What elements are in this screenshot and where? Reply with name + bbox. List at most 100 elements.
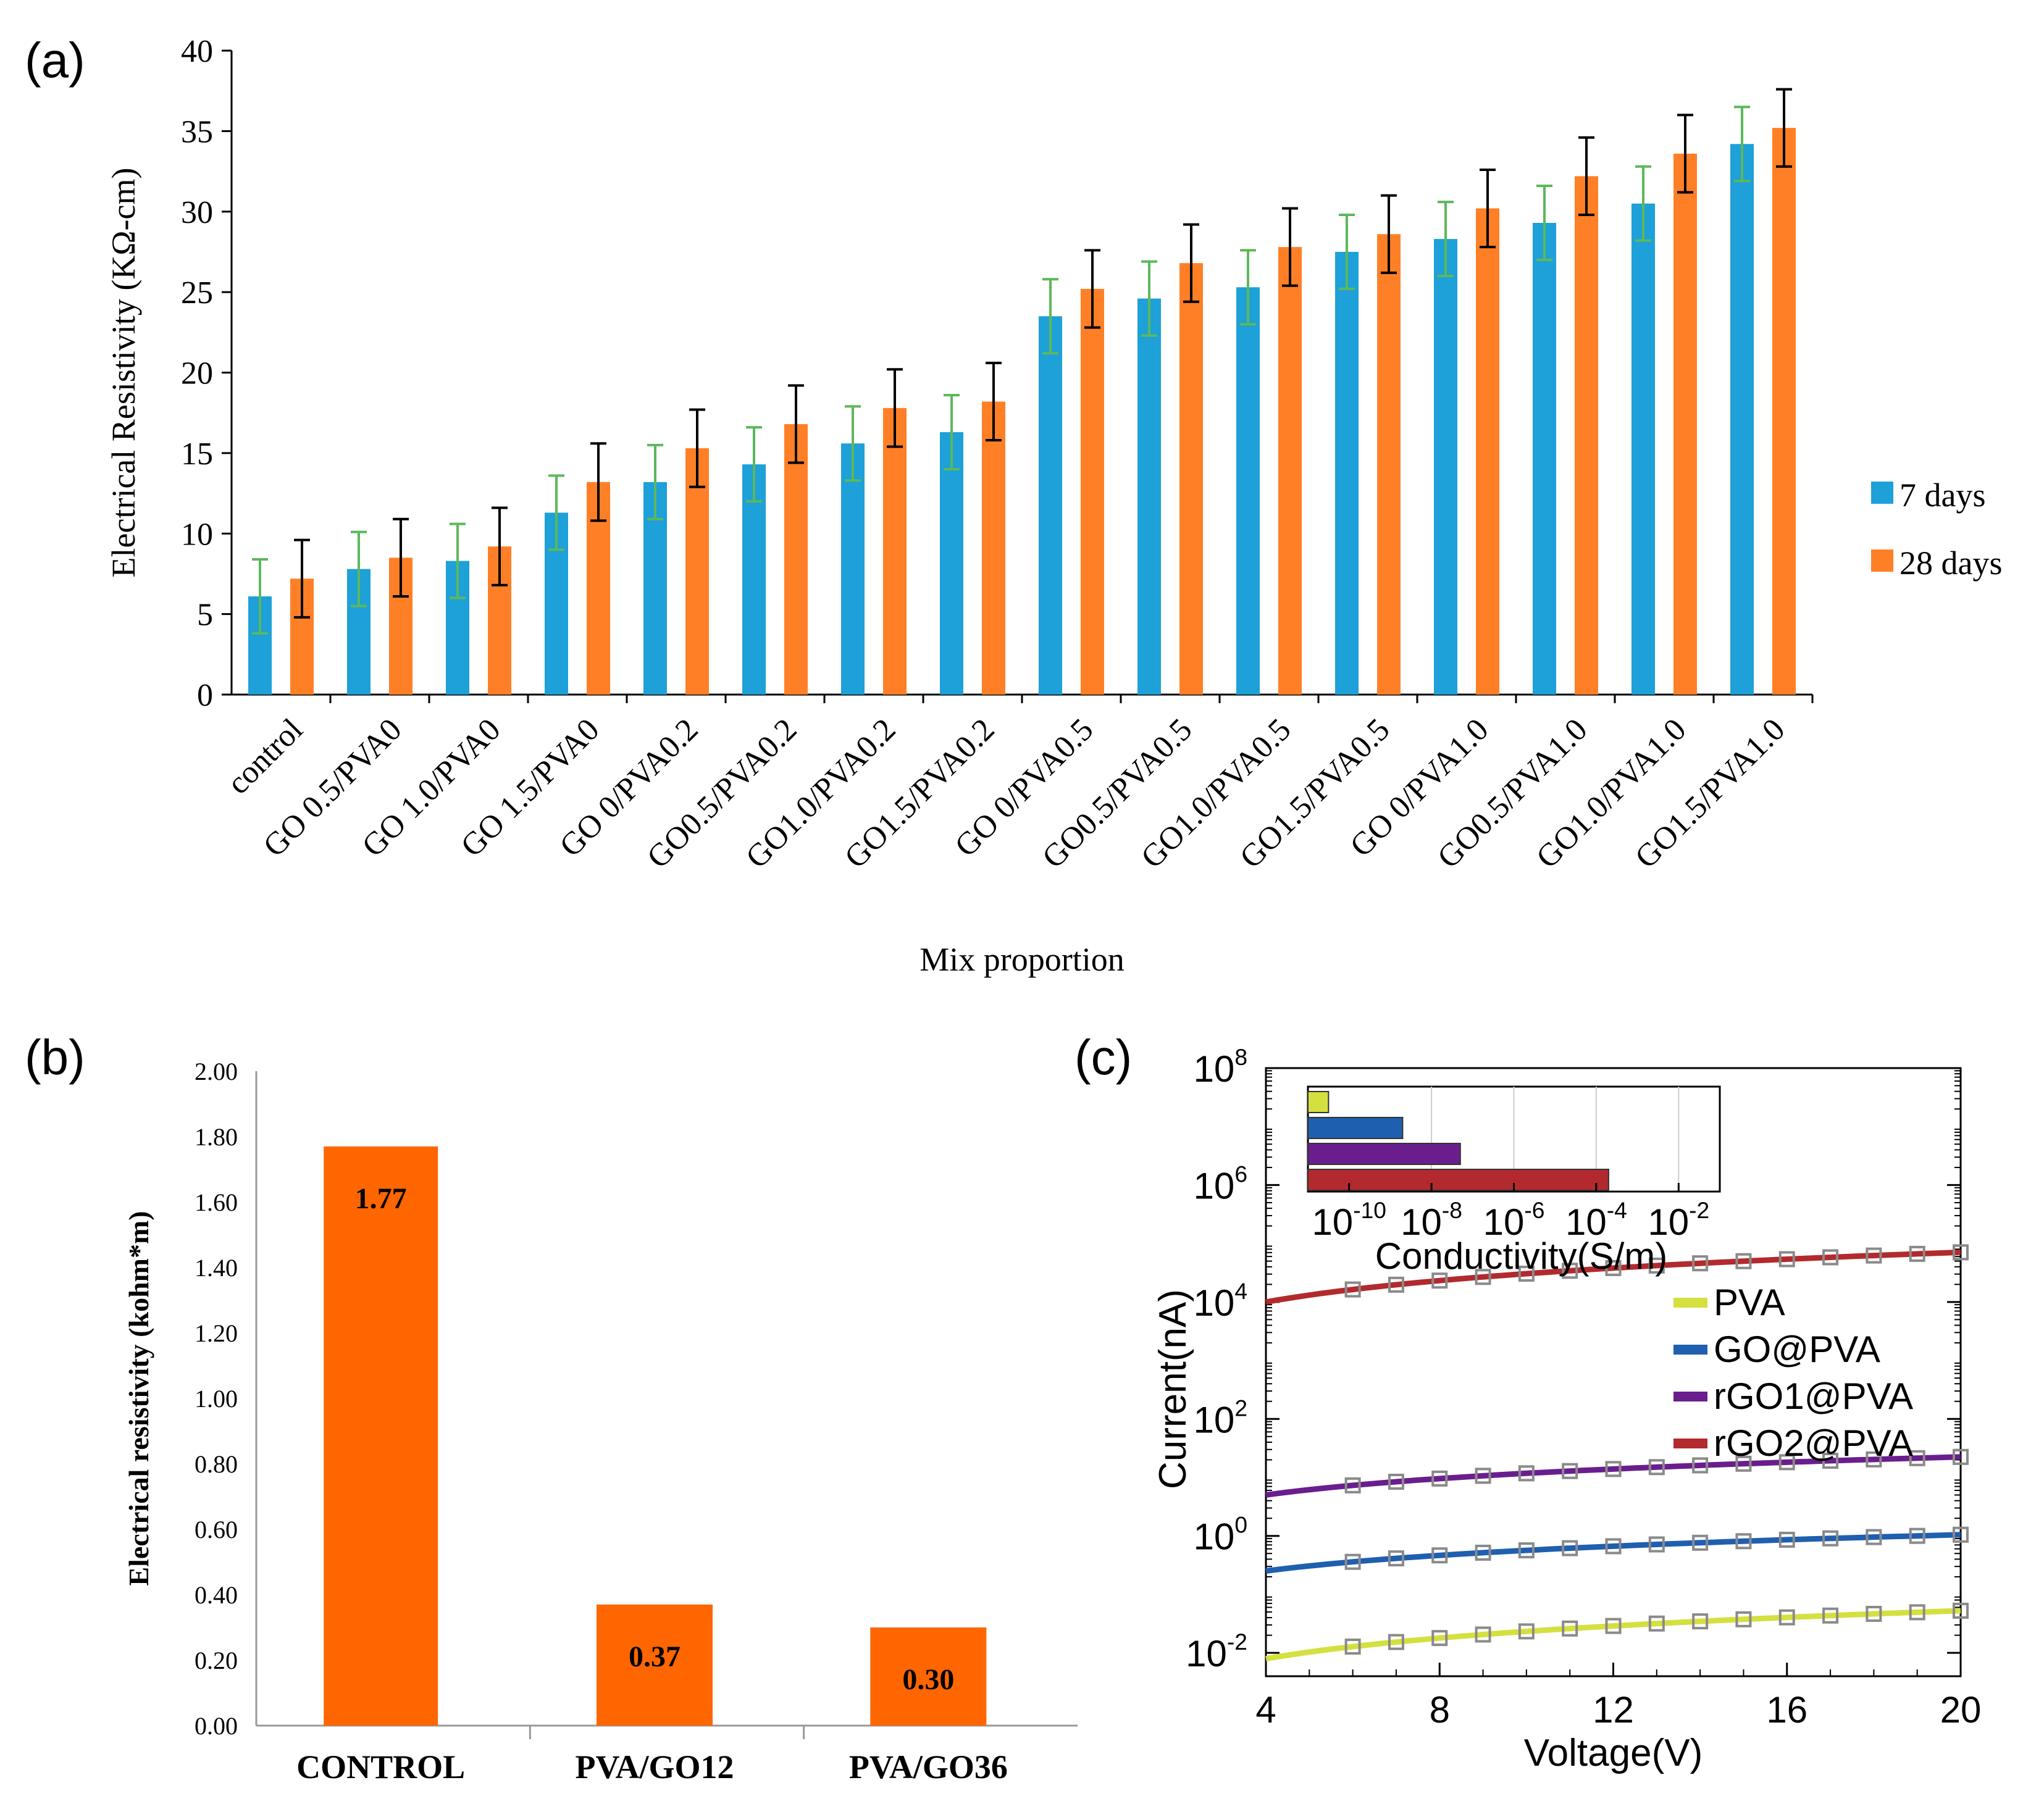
inset-bar	[1307, 1143, 1461, 1165]
data-marker	[1648, 1536, 1665, 1553]
curve-rgo2-pva	[1265, 1249, 1961, 1305]
legend-label: rGO1@PVA	[1714, 1376, 1913, 1417]
curve-go-pva	[1265, 1532, 1961, 1574]
y-tick-label: 40	[181, 34, 213, 69]
bar-28-days	[1476, 208, 1499, 695]
inset-x-tick-label: 10-2	[1648, 1197, 1709, 1243]
y-tick-label: 102	[1194, 1395, 1247, 1440]
data-marker	[1475, 1468, 1491, 1484]
y-tick-label: 0.00	[195, 1712, 238, 1740]
data-marker	[1431, 1547, 1448, 1564]
data-marker	[1518, 1266, 1535, 1282]
data-marker	[1388, 1473, 1404, 1490]
data-marker	[1388, 1634, 1404, 1650]
bar-7-days	[1533, 223, 1556, 695]
bar-28-days	[1575, 176, 1598, 695]
data-marker	[1909, 1527, 1925, 1544]
bar-28-days	[685, 448, 709, 695]
data-marker	[1344, 1477, 1361, 1493]
x-axis-title: Mix proportion	[919, 941, 1125, 978]
data-marker	[1909, 1245, 1925, 1262]
bar-7-days	[1137, 298, 1161, 695]
data-marker	[1692, 1457, 1709, 1474]
y-tick-label: 0.60	[195, 1516, 238, 1543]
y-tick-label: 100	[1194, 1512, 1247, 1558]
y-tick-label: 5	[197, 598, 213, 633]
x-tick-label: control	[220, 712, 309, 801]
y-tick-label: 0.40	[195, 1581, 238, 1609]
inset-x-tick-label: 10-6	[1483, 1197, 1545, 1243]
x-tick-label: PVA/GO12	[575, 1748, 734, 1786]
inset-x-tick-label: 10-4	[1565, 1197, 1627, 1243]
bar-7-days	[1236, 287, 1260, 695]
data-marker	[1605, 1618, 1622, 1634]
y-tick-label: 1.00	[195, 1385, 238, 1413]
y-tick-label: 108	[1194, 1044, 1247, 1090]
bar-28-days	[883, 407, 907, 695]
data-marker	[1605, 1259, 1622, 1276]
bar	[870, 1627, 987, 1726]
y-tick-label: 1.60	[195, 1188, 238, 1216]
data-marker	[1562, 1620, 1578, 1637]
data-marker	[1562, 1463, 1578, 1479]
inset-bar	[1307, 1091, 1330, 1113]
data-marker	[1344, 1639, 1361, 1655]
y-axis-title: Electrical Resistivity (KΩ-cm)	[105, 168, 142, 578]
bar-7-days	[1434, 239, 1457, 695]
bar	[597, 1604, 713, 1726]
y-tick-label: 104	[1194, 1278, 1247, 1324]
data-marker	[1475, 1626, 1491, 1643]
data-marker	[1735, 1533, 1752, 1550]
bar	[324, 1146, 438, 1726]
panel-a-label: (a)	[25, 33, 85, 88]
y-tick-label: 106	[1194, 1161, 1247, 1206]
data-label: 1.77	[355, 1182, 407, 1215]
inset-bar	[1307, 1169, 1609, 1191]
y-tick-label: 1.40	[195, 1254, 238, 1282]
data-marker	[1778, 1454, 1795, 1471]
data-marker	[1344, 1553, 1361, 1570]
data-marker	[1778, 1531, 1795, 1548]
data-marker	[1518, 1542, 1535, 1559]
inset-bar	[1307, 1117, 1404, 1139]
legend-swatch-28-days	[1871, 549, 1893, 572]
data-marker	[1866, 1606, 1882, 1623]
data-marker	[1953, 1526, 1969, 1543]
bar-7-days	[1631, 203, 1655, 695]
y-axis-title: Current(nA)	[1152, 1289, 1194, 1489]
bar-7-days	[742, 464, 766, 695]
panel-c-label: (c)	[1074, 1030, 1132, 1085]
x-tick-label: 12	[1593, 1689, 1634, 1731]
data-marker	[1562, 1540, 1578, 1556]
data-marker	[1909, 1604, 1925, 1621]
inset-x-axis-title: Conductivity(S/m)	[1375, 1235, 1667, 1277]
data-marker	[1822, 1530, 1839, 1547]
data-marker	[1866, 1247, 1882, 1264]
data-marker	[1648, 1615, 1665, 1632]
bar-28-days	[1179, 263, 1203, 695]
data-marker	[1605, 1538, 1622, 1555]
data-marker	[1388, 1550, 1404, 1567]
y-tick-label: 0	[197, 678, 213, 713]
data-marker	[1822, 1249, 1839, 1266]
x-axis-title: Voltage(V)	[1524, 1732, 1703, 1774]
data-marker	[1735, 1253, 1752, 1269]
data-marker	[1518, 1465, 1535, 1482]
data-marker	[1735, 1455, 1752, 1472]
data-marker	[1866, 1529, 1882, 1545]
y-tick-label: 10-2	[1186, 1629, 1247, 1674]
data-marker	[1953, 1448, 1969, 1465]
curve-rgo1-pva	[1265, 1454, 1961, 1498]
y-tick-label: 30	[181, 195, 213, 230]
panel-c: (c) 10-2 100 102 104 106 108 4 8 12 16 20 Voltage(V)…	[1074, 1030, 1981, 1774]
data-marker	[1388, 1276, 1404, 1293]
bar-28-days	[784, 424, 808, 695]
y-tick-label: 1.20	[195, 1319, 238, 1347]
y-tick-label: 35	[181, 114, 213, 149]
bar-28-days	[1377, 234, 1401, 695]
data-marker	[1866, 1451, 1882, 1468]
data-marker	[1475, 1269, 1491, 1285]
data-marker	[1648, 1257, 1665, 1274]
x-tick-label: 8	[1430, 1689, 1450, 1731]
